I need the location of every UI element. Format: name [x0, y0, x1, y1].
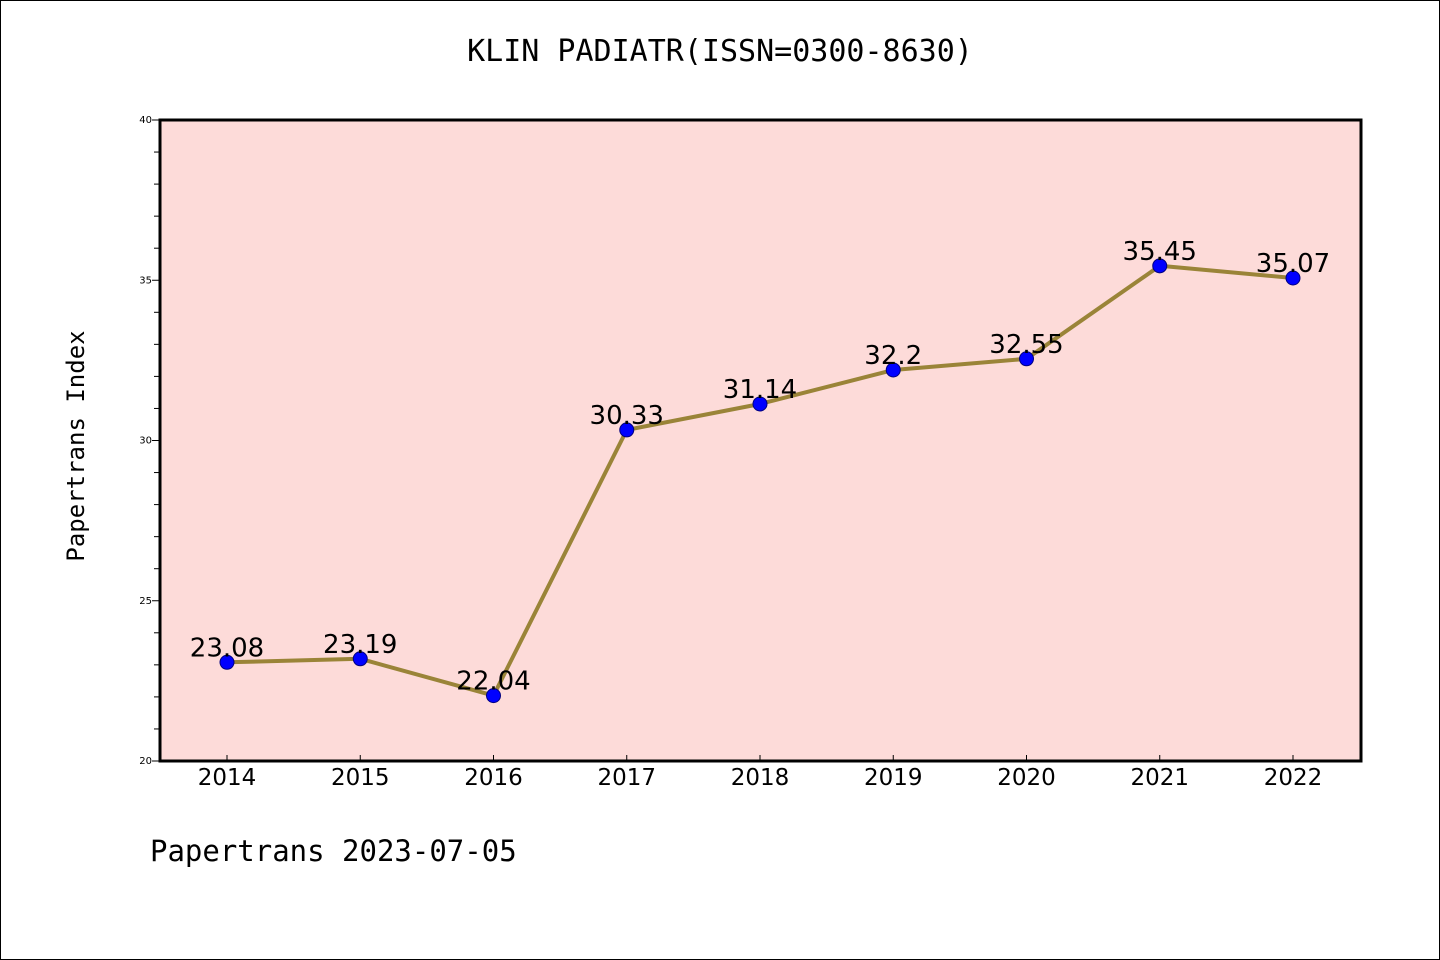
- data-label: 23.08: [190, 633, 264, 663]
- data-label: 35.07: [1256, 249, 1330, 279]
- data-label: 35.45: [1123, 237, 1197, 267]
- data-point-marker: [885, 362, 901, 378]
- data-point-marker: [219, 654, 235, 670]
- y-tick-label: 40: [139, 115, 152, 126]
- data-point-marker: [752, 396, 768, 412]
- data-labels: 23.08 23.19 22.04 30.33 31.14 32.2 32.55 35.45 3…: [190, 237, 1330, 697]
- data-label: 23.19: [323, 630, 397, 660]
- y-tick-label: 20: [139, 756, 152, 767]
- y-axis: 20 25 30 35 40: [139, 115, 160, 767]
- y-tick-label: 25: [139, 596, 152, 607]
- data-label: 32.2: [864, 341, 922, 371]
- data-point-marker: [352, 651, 368, 667]
- data-point-marker: [619, 422, 635, 438]
- data-label: 30.33: [590, 401, 664, 431]
- x-tick-label: 2017: [597, 765, 656, 791]
- chart-title: KLIN PADIATR(ISSN=0300-8630): [467, 34, 973, 69]
- x-tick-label: 2018: [731, 765, 790, 791]
- x-tick-label: 2014: [198, 765, 257, 791]
- data-label: 22.04: [456, 667, 530, 697]
- y-tick-label: 35: [139, 275, 152, 286]
- x-tick-label: 2021: [1130, 765, 1189, 791]
- footer-source-date: Papertrans 2023-07-05: [150, 834, 517, 868]
- x-tick-label: 2015: [331, 765, 390, 791]
- x-tick-label: 2020: [997, 765, 1056, 791]
- data-point-marker: [486, 688, 501, 704]
- x-tick-label: 2019: [864, 765, 923, 791]
- data-label: 31.14: [723, 375, 797, 405]
- data-point-marker: [1019, 351, 1034, 367]
- data-label: 32.55: [989, 330, 1063, 360]
- x-tick-label: 2022: [1264, 765, 1323, 791]
- plot-area: [158, 118, 1363, 763]
- x-tick-label: 2016: [464, 765, 523, 791]
- y-tick-label: 30: [139, 436, 152, 447]
- series-markers: [219, 258, 1301, 704]
- x-axis: 2014 2015 2016 2017 2018 2019 2020 2021 2022: [198, 755, 1323, 791]
- data-point-marker: [1152, 258, 1168, 274]
- data-point-marker: [1285, 270, 1301, 286]
